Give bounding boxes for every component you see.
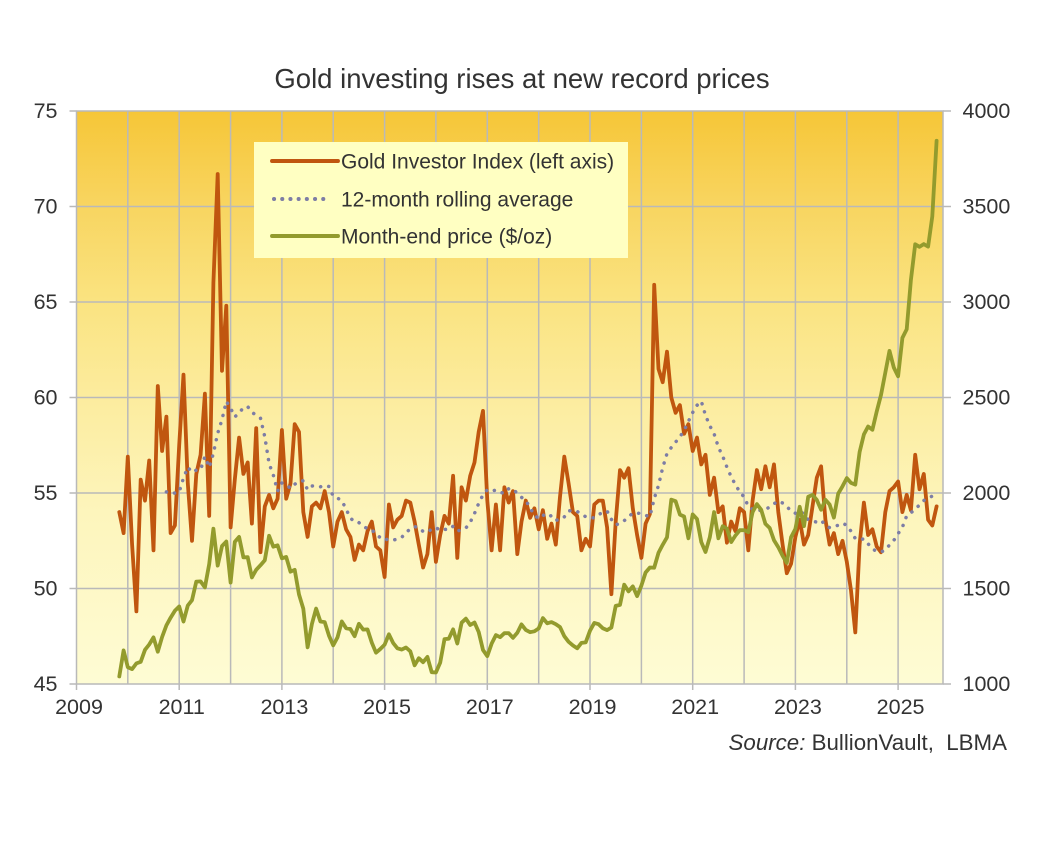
svg-text:70: 70	[34, 195, 58, 219]
svg-text:2500: 2500	[963, 386, 1011, 410]
svg-text:55: 55	[34, 481, 58, 505]
svg-text:2009: 2009	[55, 695, 103, 719]
svg-text:2019: 2019	[569, 695, 617, 719]
svg-text:2025: 2025	[877, 695, 925, 719]
svg-text:45: 45	[34, 672, 58, 696]
svg-text:2017: 2017	[466, 695, 514, 719]
svg-text:1000: 1000	[963, 672, 1011, 696]
svg-text:4000: 4000	[963, 99, 1011, 123]
svg-text:50: 50	[34, 577, 58, 601]
svg-text:2013: 2013	[260, 695, 308, 719]
svg-text:2011: 2011	[159, 695, 205, 719]
svg-text:75: 75	[34, 99, 58, 123]
svg-text:3000: 3000	[963, 290, 1011, 314]
svg-text:Month-end price ($/oz): Month-end price ($/oz)	[341, 226, 552, 249]
svg-text:2015: 2015	[363, 695, 411, 719]
svg-text:2021: 2021	[671, 695, 719, 719]
svg-text:2023: 2023	[774, 695, 822, 719]
svg-text:65: 65	[34, 290, 58, 314]
svg-text:3500: 3500	[963, 195, 1011, 219]
svg-text:Gold Investor Index (left axis: Gold Investor Index (left axis)	[341, 151, 614, 174]
svg-text:Source: BullionVault, LBMA: Source: BullionVault, LBMA	[729, 730, 1008, 755]
svg-text:1500: 1500	[963, 577, 1011, 601]
svg-text:Gold investing rises at new re: Gold investing rises at new record price…	[274, 63, 769, 94]
svg-text:12-month rolling average: 12-month rolling average	[341, 189, 573, 212]
svg-text:60: 60	[34, 386, 58, 410]
svg-text:2000: 2000	[963, 481, 1011, 505]
